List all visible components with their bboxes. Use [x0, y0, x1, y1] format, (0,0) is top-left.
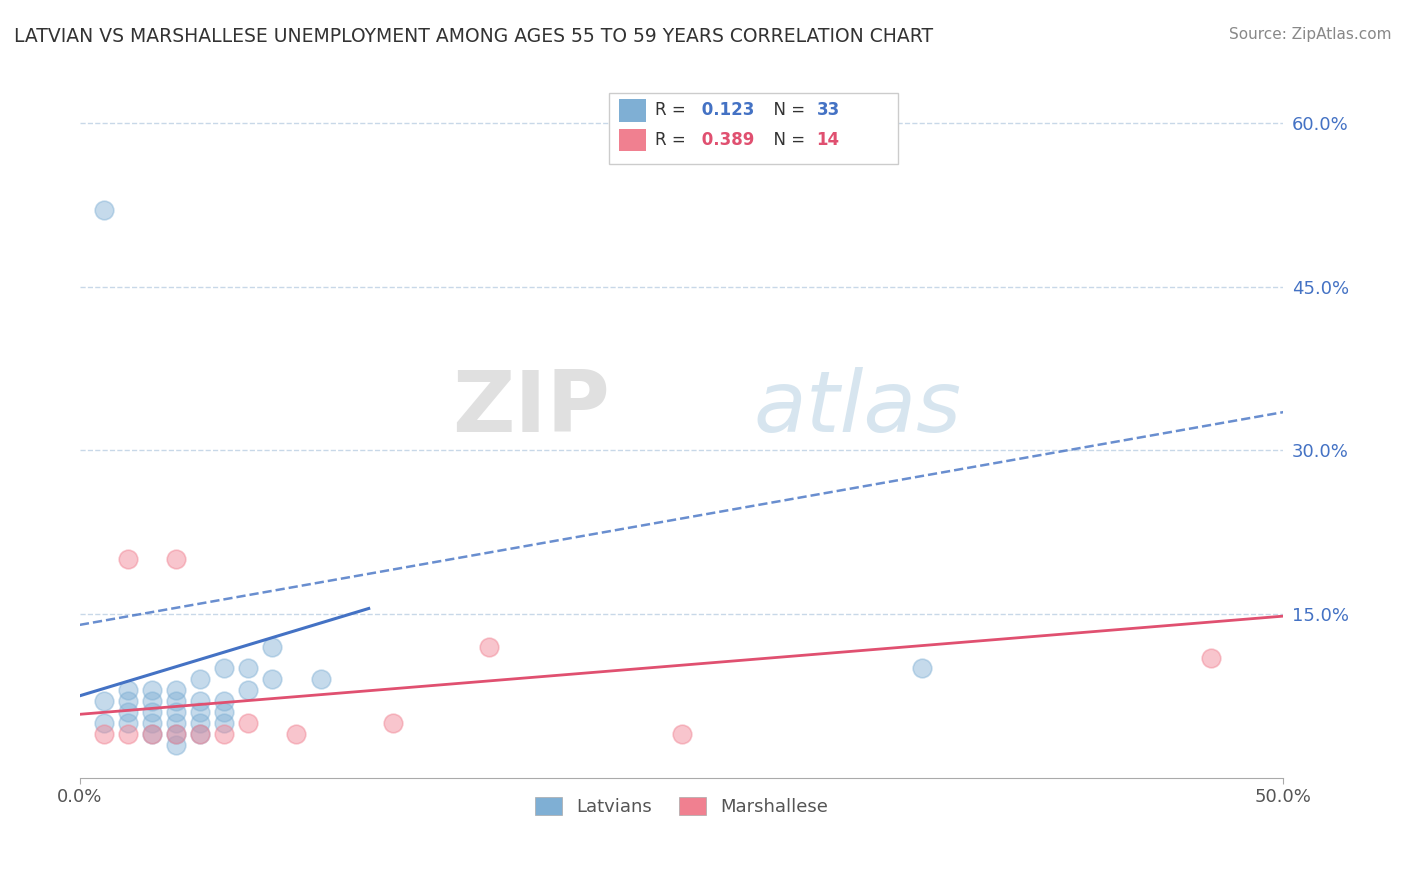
Point — [141, 727, 163, 741]
Point — [165, 727, 187, 741]
Point — [309, 673, 332, 687]
Point — [141, 727, 163, 741]
Point — [141, 716, 163, 731]
Point — [238, 661, 260, 675]
Point — [214, 661, 236, 675]
Point — [188, 673, 211, 687]
Text: N =: N = — [763, 131, 811, 149]
Text: R =: R = — [655, 102, 692, 120]
Point — [165, 683, 187, 698]
Point — [214, 727, 236, 741]
Point — [165, 552, 187, 566]
Point — [911, 661, 934, 675]
Point — [262, 640, 284, 654]
Text: LATVIAN VS MARSHALLESE UNEMPLOYMENT AMONG AGES 55 TO 59 YEARS CORRELATION CHART: LATVIAN VS MARSHALLESE UNEMPLOYMENT AMON… — [14, 27, 934, 45]
Point — [285, 727, 308, 741]
FancyBboxPatch shape — [619, 99, 645, 121]
Point — [188, 727, 211, 741]
Point — [117, 716, 139, 731]
Point — [93, 694, 115, 708]
Point — [214, 716, 236, 731]
Point — [238, 716, 260, 731]
Point — [117, 694, 139, 708]
Text: atlas: atlas — [754, 368, 962, 450]
Point — [165, 738, 187, 752]
Point — [188, 727, 211, 741]
Point — [165, 716, 187, 731]
Point — [165, 694, 187, 708]
Point — [117, 683, 139, 698]
Point — [262, 673, 284, 687]
Text: R =: R = — [655, 131, 692, 149]
Text: ZIP: ZIP — [451, 368, 609, 450]
Point — [141, 694, 163, 708]
Point — [188, 716, 211, 731]
Point — [141, 683, 163, 698]
Point — [214, 705, 236, 719]
Text: Source: ZipAtlas.com: Source: ZipAtlas.com — [1229, 27, 1392, 42]
Text: 0.389: 0.389 — [696, 131, 755, 149]
Point — [188, 705, 211, 719]
Point — [165, 705, 187, 719]
Point — [214, 694, 236, 708]
FancyBboxPatch shape — [609, 94, 898, 164]
FancyBboxPatch shape — [619, 128, 645, 152]
Text: N =: N = — [763, 102, 811, 120]
Point — [238, 683, 260, 698]
Point — [381, 716, 404, 731]
Point — [117, 552, 139, 566]
Point — [478, 640, 501, 654]
Point — [93, 727, 115, 741]
Point — [188, 694, 211, 708]
Point — [141, 705, 163, 719]
Point — [117, 705, 139, 719]
Point — [93, 716, 115, 731]
Point — [1199, 650, 1222, 665]
Point — [165, 727, 187, 741]
Text: 33: 33 — [817, 102, 839, 120]
Text: 14: 14 — [817, 131, 839, 149]
Point — [93, 203, 115, 218]
Point — [117, 727, 139, 741]
Text: 0.123: 0.123 — [696, 102, 755, 120]
Point — [671, 727, 693, 741]
Legend: Latvians, Marshallese: Latvians, Marshallese — [526, 788, 838, 825]
